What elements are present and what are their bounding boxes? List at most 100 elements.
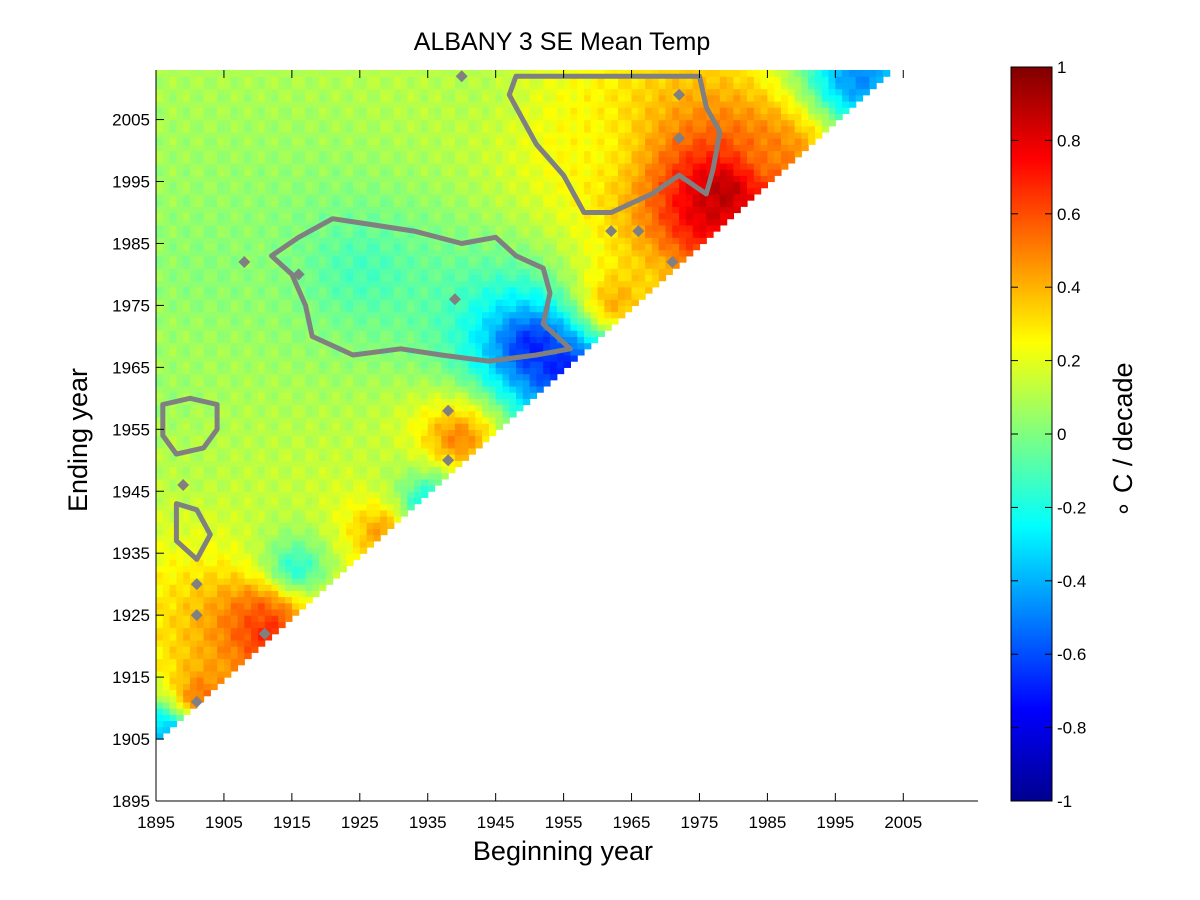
heatmap-cell: [156, 528, 164, 536]
heatmap-cell: [162, 169, 171, 176]
heatmap-cell: [251, 454, 259, 461]
heatmap-cell: [217, 398, 225, 406]
heatmap-cell: [441, 416, 449, 424]
heatmap-cell: [291, 423, 300, 430]
heatmap-cell: [597, 119, 605, 127]
heatmap-cell: [590, 82, 599, 90]
heatmap-cell: [577, 169, 585, 176]
heatmap-cell: [420, 379, 429, 387]
heatmap-cell: [278, 88, 286, 96]
heatmap-cell: [257, 565, 266, 573]
heatmap-cell: [516, 379, 524, 387]
heatmap-cell: [597, 156, 605, 164]
heatmap-cell: [169, 181, 177, 189]
heatmap-cell: [441, 156, 449, 164]
heatmap-cell: [244, 577, 252, 585]
heatmap-cell: [230, 447, 239, 455]
heatmap-cell: [251, 621, 259, 629]
heatmap-cell: [583, 193, 592, 201]
heatmap-cell: [196, 528, 205, 536]
heatmap-cell: [407, 311, 415, 319]
heatmap-cell: [420, 162, 429, 170]
heatmap-cell: [502, 82, 510, 90]
heatmap-cell: [366, 447, 374, 455]
heatmap-cell: [359, 429, 368, 437]
heatmap-cell: [475, 416, 483, 424]
heatmap-cell: [604, 317, 612, 325]
heatmap-cell: [189, 200, 198, 207]
heatmap-cell: [482, 131, 490, 139]
heatmap-cell: [495, 299, 504, 306]
heatmap-cell: [285, 509, 293, 517]
heatmap-cell: [461, 156, 470, 164]
heatmap-cell: [597, 150, 605, 158]
heatmap-cell: [590, 70, 599, 77]
heatmap-cell: [210, 677, 218, 684]
heatmap-cell: [427, 181, 436, 189]
heatmap-cell: [325, 305, 334, 313]
heatmap-cell: [346, 311, 354, 319]
heatmap-cell: [285, 181, 293, 189]
heatmap-cell: [257, 590, 266, 598]
heatmap-cell: [563, 88, 571, 96]
heatmap-cell: [461, 274, 470, 282]
heatmap-cell: [237, 516, 245, 523]
heatmap-cell: [420, 88, 429, 96]
heatmap-cell: [353, 305, 361, 313]
heatmap-cell: [196, 187, 205, 195]
heatmap-cell: [386, 429, 395, 437]
heatmap-cell: [237, 305, 245, 313]
heatmap-cell: [305, 478, 313, 486]
heatmap-cell: [332, 94, 341, 102]
heatmap-cell: [210, 243, 218, 251]
heatmap-cell: [183, 664, 191, 672]
heatmap-cell: [366, 286, 374, 294]
heatmap-cell: [516, 70, 524, 77]
heatmap-cell: [285, 280, 293, 288]
heatmap-cell: [380, 113, 388, 121]
heatmap-cell: [237, 156, 245, 164]
heatmap-cell: [210, 125, 218, 133]
heatmap-cell: [230, 652, 239, 660]
heatmap-cell: [502, 392, 510, 399]
heatmap-cell: [604, 280, 612, 288]
heatmap-cell: [169, 107, 177, 114]
heatmap-cell: [271, 82, 279, 90]
heatmap-cell: [420, 416, 429, 424]
heatmap-cell: [271, 447, 279, 455]
heatmap-cell: [448, 231, 456, 238]
heatmap-cell: [420, 354, 429, 362]
heatmap-cell: [312, 280, 320, 288]
heatmap-cell: [332, 429, 341, 437]
heatmap-cell: [386, 131, 395, 139]
heatmap-cell: [332, 187, 341, 195]
heatmap-cell: [251, 231, 259, 238]
heatmap-cell: [577, 249, 585, 257]
heatmap-cell: [291, 255, 300, 263]
heatmap-cell: [448, 113, 456, 121]
heatmap-cell: [230, 497, 239, 505]
heatmap-cell: [189, 268, 198, 276]
heatmap-cell: [454, 193, 463, 201]
heatmap-cell: [380, 435, 388, 443]
heatmap-cell: [597, 88, 605, 96]
heatmap-cell: [461, 262, 470, 269]
heatmap-cell: [183, 385, 191, 393]
heatmap-cell: [217, 243, 225, 251]
heatmap-cell: [257, 584, 266, 591]
heatmap-cell: [325, 231, 334, 238]
heatmap-cell: [156, 82, 164, 90]
heatmap-cell: [488, 131, 497, 139]
heatmap-cell: [196, 540, 205, 548]
heatmap-cell: [244, 466, 252, 474]
heatmap-cell: [278, 410, 286, 418]
heatmap-cell: [577, 262, 585, 269]
heatmap-cell: [488, 416, 497, 424]
heatmap-cell: [271, 311, 279, 319]
heatmap-cell: [217, 175, 225, 183]
heatmap-cell: [237, 94, 245, 102]
heatmap-cell: [169, 547, 177, 554]
heatmap-cell: [230, 485, 239, 492]
heatmap-cell: [169, 212, 177, 220]
heatmap-cell: [373, 485, 381, 492]
